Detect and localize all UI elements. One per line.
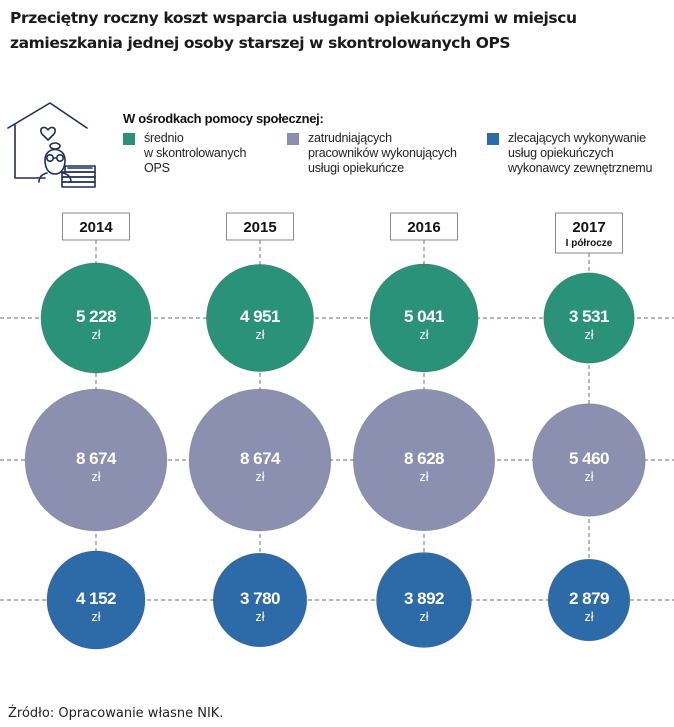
bubble-value-label: 3 780 <box>240 589 280 608</box>
year-box <box>62 212 130 241</box>
bubble-value-label: 5 228 <box>76 307 116 326</box>
bubble-value-label: 5 041 <box>404 307 444 326</box>
bubble-value-label: 8 674 <box>76 449 117 468</box>
bubble <box>46 550 146 650</box>
legend-swatch-purple <box>287 133 299 145</box>
bubble <box>547 558 631 642</box>
bubble-value-label: 4 951 <box>240 307 280 326</box>
year-label: 2014 <box>79 219 113 236</box>
bubble-unit-label: zł <box>584 328 593 342</box>
bubble <box>352 388 496 532</box>
bubble-value-label: 3 531 <box>569 307 609 326</box>
legend-item-employing: zatrudniających pracowników wykonujących… <box>287 131 457 176</box>
bubble-value-label: 4 152 <box>76 589 116 608</box>
house-elderly-person-money-icon <box>7 102 96 188</box>
bubble-unit-label: zł <box>419 610 428 624</box>
legend-text: wykonawcy zewnętrznemu <box>508 161 653 175</box>
legend-heading: W ośrodkach pomocy społecznej: <box>123 111 324 126</box>
legend-text: usługi opiekuńcze <box>308 161 404 175</box>
bubble-unit-label: zł <box>419 470 428 484</box>
year-label: 2017 <box>572 219 605 236</box>
chart-title: Przeciętny roczny koszt wsparcia usługam… <box>10 9 577 52</box>
bubble <box>369 263 479 373</box>
bubble-value-label: 2 879 <box>569 589 609 608</box>
bubble <box>543 272 635 364</box>
bubble-unit-label: zł <box>91 470 100 484</box>
bubble-value-label: 8 674 <box>240 449 281 468</box>
legend-text: średnio <box>144 131 184 145</box>
legend-text: usług opiekuńczych <box>508 146 614 160</box>
legend-swatch-teal <box>123 133 135 145</box>
legend-text: zatrudniających <box>308 131 392 145</box>
bubble <box>24 388 168 532</box>
bubble-value-label: 5 460 <box>569 449 609 468</box>
legend-item-average: średnio w skontrolowanych OPS <box>123 131 246 176</box>
bubble <box>376 552 472 648</box>
bubble-value-label: 8 628 <box>404 449 444 468</box>
legend-text: OPS <box>144 161 170 175</box>
bubble <box>532 403 646 517</box>
bubble-unit-label: zł <box>255 610 264 624</box>
bubble <box>205 263 315 373</box>
legend-item-outsourcing: zlecających wykonywanie usług opiekuńczy… <box>487 131 652 176</box>
bubble <box>188 388 332 532</box>
year-sublabel: I półrocze <box>566 238 613 249</box>
bubble <box>40 262 152 374</box>
bubble-unit-label: zł <box>584 470 593 484</box>
year-box <box>555 212 623 254</box>
bubble-unit-label: zł <box>255 328 264 342</box>
legend-text: pracowników wykonujących <box>308 146 457 160</box>
bubble-unit-label: zł <box>91 610 100 624</box>
legend-text: zlecających wykonywanie <box>508 131 646 145</box>
bubble-unit-label: zł <box>419 328 428 342</box>
bubble-unit-label: zł <box>584 610 593 624</box>
bubble <box>212 552 308 648</box>
legend-swatch-blue <box>487 133 499 145</box>
year-box <box>226 212 294 241</box>
bubble-unit-label: zł <box>255 470 264 484</box>
legend-text: w skontrolowanych <box>144 146 247 160</box>
year-label: 2016 <box>407 219 440 236</box>
source-note: Źródło: Opracowanie własne NIK. <box>8 706 224 721</box>
bubble-value-label: 3 892 <box>404 589 444 608</box>
year-box <box>390 212 458 241</box>
bubble-unit-label: zł <box>91 328 100 342</box>
year-label: 2015 <box>243 219 276 236</box>
